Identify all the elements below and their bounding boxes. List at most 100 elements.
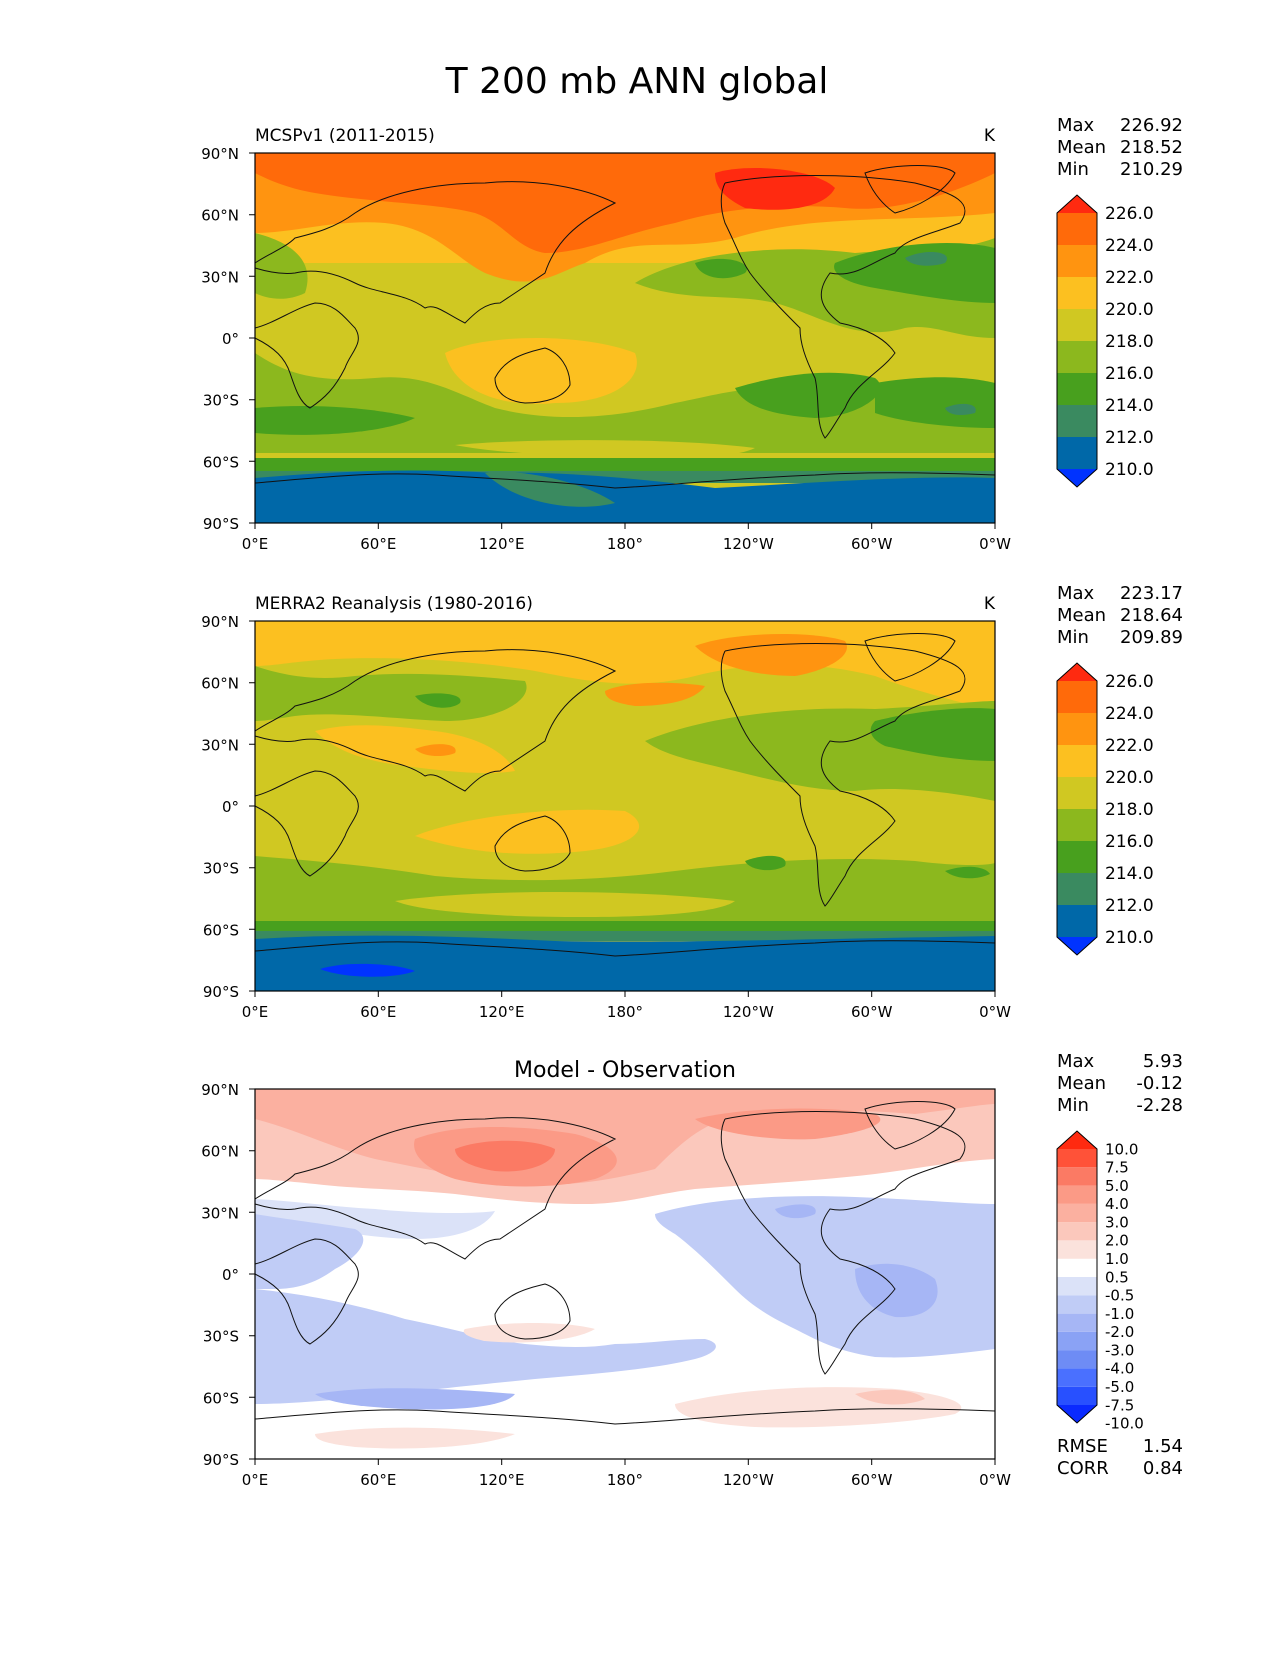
colorbar-segment (1057, 195, 1097, 213)
colorbar-segment (1057, 437, 1097, 469)
field-blob (463, 1323, 595, 1343)
panel-left-title: MERRA2 Reanalysis (1980-2016) (255, 594, 533, 614)
colorbar-segment (1057, 245, 1097, 277)
colorbar-segment (1057, 1149, 1097, 1168)
colorbar-tick-label: 4.0 (1105, 1195, 1129, 1213)
field-blob (255, 406, 415, 435)
field-blob (315, 725, 515, 774)
lat-tick-label: 60°S (203, 921, 239, 939)
stat-value: -0.12 (1136, 1073, 1183, 1094)
panel-difference: Model - Observation (201, 1051, 1183, 1489)
field-blob (255, 935, 995, 991)
lon-tick-label: 0°W (979, 1003, 1011, 1021)
colorbar-outline (1056, 1130, 1098, 1424)
colorbar: 10.07.55.04.03.02.01.00.5-0.5-1.0-2.0-3.… (1056, 1130, 1144, 1433)
panel-model: MCSPv1 (2011-2015) K (201, 115, 1183, 553)
lat-tick-label: 60°S (203, 1389, 239, 1407)
colorbar-tick-label: 222.0 (1105, 736, 1154, 756)
panel-units: K (984, 594, 996, 614)
lat-tick-label: 30°N (201, 268, 239, 286)
colorbar-segment (1057, 1295, 1097, 1314)
lat-tick-label: 90°S (203, 1451, 239, 1469)
coastline-eurasia (254, 649, 617, 792)
colorbar-tick-label: 224.0 (1105, 704, 1154, 724)
stat-label: Min (1057, 1095, 1089, 1116)
field-blob (255, 1214, 364, 1289)
colorbar-tick-label: -10.0 (1105, 1415, 1144, 1433)
lat-tick-label: 30°S (203, 1328, 239, 1346)
stat-label: Mean (1057, 137, 1106, 158)
lon-tick-label: 60°E (360, 535, 396, 553)
lat-axis: 90°N 60°N 30°N 0° 30°S 60°S 90°S (201, 613, 255, 1001)
coastline-americas (720, 1111, 966, 1375)
stat-value: -2.28 (1136, 1095, 1183, 1116)
colorbar-tick-label: 214.0 (1105, 864, 1154, 884)
stats-block: Max 226.92 Mean 218.52 Min 210.29 (1057, 115, 1183, 180)
field-blob (415, 809, 640, 854)
lon-tick-label: 120°W (723, 1471, 774, 1489)
colorbar-segment (1057, 405, 1097, 437)
colorbar-tick-label: -0.5 (1105, 1287, 1134, 1305)
lon-ticks (254, 523, 996, 529)
stat-value: 223.17 (1120, 583, 1183, 604)
stat-label: Max (1057, 1051, 1095, 1072)
colorbar-tick-label: 212.0 (1105, 428, 1154, 448)
colorbar-tick-label: -4.0 (1105, 1360, 1134, 1378)
field-blob (855, 1263, 938, 1318)
colorbar-segment (1057, 1258, 1097, 1277)
coastlines (254, 165, 996, 489)
field-blob (855, 1389, 925, 1405)
field-blob (655, 1196, 995, 1358)
lat-tick-label: 60°N (201, 675, 239, 693)
lat-axis: 90°N 60°N 30°N 0° 30°S 60°S 90°S (201, 1081, 255, 1469)
colorbar-tick-label: 220.0 (1105, 300, 1154, 320)
lon-tick-label: 60°E (360, 1471, 396, 1489)
coastline-africa (254, 1238, 359, 1345)
stat-value: 210.29 (1120, 159, 1183, 180)
colorbar-segment (1057, 373, 1097, 405)
lon-tick-label: 0°W (979, 1471, 1011, 1489)
lat-tick-label: 90°N (201, 145, 239, 163)
colorbar-tick-label: 222.0 (1105, 268, 1154, 288)
colorbar-tick-label: 7.5 (1105, 1159, 1129, 1177)
stat-label: Max (1057, 115, 1095, 136)
skill-stats: RMSE 1.54 CORR 0.84 (1057, 1436, 1183, 1479)
coastlines (254, 633, 996, 957)
colorbar-tick-label: 3.0 (1105, 1213, 1129, 1231)
field-blob (255, 353, 995, 453)
colorbar-segment (1057, 277, 1097, 309)
colorbar-segment (1057, 213, 1097, 245)
lon-tick-label: 60°W (851, 1471, 893, 1489)
coastlines (254, 1101, 996, 1425)
field-blob (695, 258, 747, 279)
lat-tick-label: 30°S (203, 860, 239, 878)
field-blob (834, 243, 995, 303)
colorbar-tick-label: 5.0 (1105, 1177, 1129, 1195)
field-blob (315, 1388, 515, 1410)
coastline-africa (254, 302, 359, 409)
field-blob (735, 372, 881, 418)
colorbar-tick-label: -7.5 (1105, 1396, 1134, 1414)
map-field (255, 153, 995, 523)
stat-label: Min (1057, 627, 1089, 648)
colorbar-segment (1057, 1277, 1097, 1296)
lon-tick-label: 120°W (723, 1003, 774, 1021)
colorbar-tick-label: 220.0 (1105, 768, 1154, 788)
coastline-antarctica (254, 940, 996, 957)
lon-tick-label: 120°E (479, 1471, 525, 1489)
lon-tick-label: 0°W (979, 535, 1011, 553)
colorbar: 226.0 224.0 222.0 220.0 218.0 216.0 214.0 212.0… (1056, 662, 1154, 956)
lon-tick-label: 120°E (479, 535, 525, 553)
lon-ticks (254, 991, 996, 997)
coastline-australia (494, 347, 571, 404)
field-blob (875, 377, 995, 428)
field-blob (415, 744, 456, 757)
lat-ticks (249, 152, 255, 524)
colorbar-segment (1057, 905, 1097, 937)
field-blob (255, 233, 308, 299)
lat-tick-label: 30°N (201, 736, 239, 754)
colorbar-segment (1057, 1240, 1097, 1259)
coastline-australia (494, 815, 571, 872)
field-blob (455, 1140, 555, 1172)
lon-tick-label: 180° (607, 1471, 643, 1489)
